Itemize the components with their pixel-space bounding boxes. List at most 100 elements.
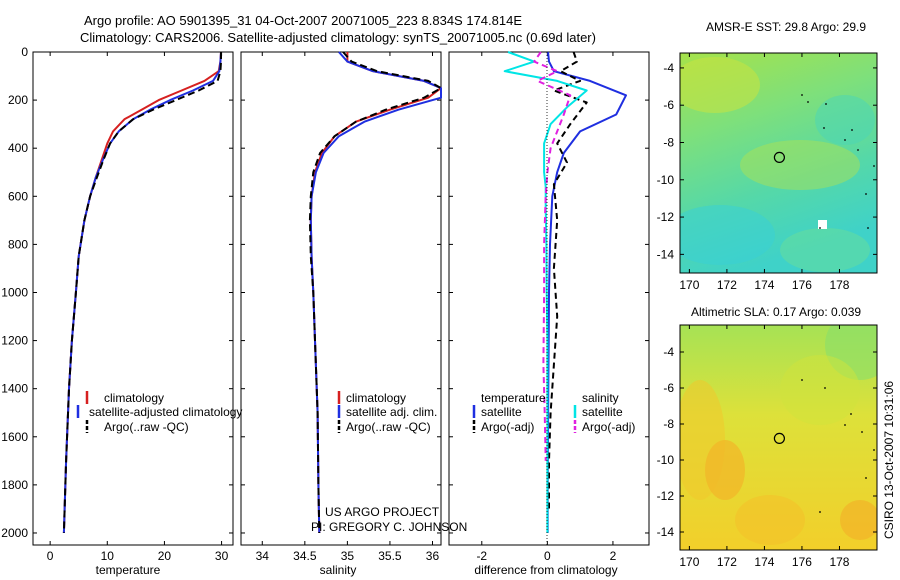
sst-islands [801,94,875,229]
map-y-tick-label: -10 [657,173,675,187]
sst-missing-data-cell [818,220,827,229]
map-y-tick-label: -12 [657,210,675,224]
x-tick-label: 20 [158,549,172,563]
sst-cool-patch [815,95,875,145]
y-tick-label: 400 [8,141,28,155]
series-line-argo [308,51,442,534]
y-tick-label: 200 [8,93,28,107]
legend-label-climatology: climatology [346,391,406,405]
x-tick-label: 35.5 [378,549,402,563]
temperature-panel-frame [32,51,234,546]
credit-pi: PI: GREGORY C. JOHNSON [311,520,467,534]
series-line-temperature-argo [548,51,588,509]
temperature-lines [62,51,222,534]
y-tick-label: 800 [8,237,28,251]
map-x-tick-label: 172 [717,555,737,569]
map-y-tick-label: -6 [663,98,674,112]
y-tick-label: 1600 [1,430,28,444]
difference-legend: temperature salinity satellite Argo(-adj… [472,391,635,434]
temperature-axes: 0 200 400 600 800 1000 1200 1400 1600 1800 2000 0 10… [1,45,233,563]
series-line-satellite [62,51,222,534]
sst-cool-patch [680,205,775,265]
x-tick-label: 36 [426,549,440,563]
x-tick-label: 0 [47,549,54,563]
salinity-lines [308,51,442,534]
map-x-tick-label: 178 [829,555,849,569]
sst-map-title: AMSR-E SST: 29.8 Argo: 29.9 [706,20,866,34]
sst-argo-location-marker [773,151,786,163]
x-tick-label: 0 [544,549,551,563]
y-tick-label: 1000 [1,285,28,299]
sst-warm-patch [680,57,760,113]
sla-map-frame [679,324,878,551]
x-tick-label: 35 [341,549,355,563]
series-line-climatology [62,51,222,534]
x-tick-label: 10 [101,549,115,563]
legend-label-sal-argo: Argo(-adj) [582,420,635,434]
sla-argo-location-marker [773,432,786,444]
map-y-tick-label: -4 [663,61,674,75]
sst-warm-patch [740,140,860,190]
credit-project: US ARGO PROJECT [325,505,440,519]
temperature-xlabel: temperature [96,563,161,577]
legend-label-temp-argo: Argo(-adj) [481,420,534,434]
x-tick-label: 34.5 [293,549,317,563]
legend-header-salinity: salinity [582,391,619,405]
series-line-salinity-satellite [503,51,588,533]
difference-xlabel: difference from climatology [474,563,617,577]
sst-patch [780,228,870,272]
map-x-tick-label: 178 [829,278,849,292]
sst-map-frame [679,52,878,274]
difference-lines [503,51,627,533]
map-y-tick-label: -4 [663,345,674,359]
map-x-tick-label: 176 [792,555,812,569]
y-tick-label: 1200 [1,334,28,348]
map-y-tick-label: -10 [657,453,675,467]
sla-islands [801,379,875,513]
figure-title-line2: Climatology: CARS2006. Satellite-adjuste… [80,30,596,45]
y-tick-label: 2000 [1,526,28,540]
series-line-argo [62,52,222,534]
salinity-xlabel: salinity [320,563,357,577]
sst-heatmap [680,53,877,273]
map-y-tick-label: -12 [657,489,675,503]
sst-map-axes: -4 -6 -8 -10 -12 -14 170 172 174 176 178 [657,53,877,292]
map-y-tick-label: -14 [657,525,675,539]
y-tick-label: 1400 [1,382,28,396]
sla-high-patch [735,495,805,545]
legend-label-sal-satellite: satellite [582,405,623,419]
sla-high-patch [840,500,877,540]
salinity-axes: 34 34.5 35 35.5 36 [241,51,441,563]
temperature-legend: climatology satellite-adjusted climatolo… [76,391,242,434]
legend-label-climatology: climatology [104,391,164,405]
y-tick-label: 600 [8,189,28,203]
x-tick-label: 2 [610,549,617,563]
series-line-satellite [309,51,442,534]
map-x-tick-label: 174 [754,555,774,569]
difference-axes: -2 0 2 [449,51,649,563]
map-x-tick-label: 172 [717,278,737,292]
y-tick-label: 0 [21,45,28,59]
x-tick-label: -2 [476,549,487,563]
map-x-tick-label: 170 [679,555,699,569]
map-y-tick-label: -14 [657,247,675,261]
y-tick-label: 1800 [1,478,28,492]
map-x-tick-label: 176 [792,278,812,292]
x-tick-label: 30 [215,549,229,563]
figure-title-line1: Argo profile: AO 5901395_31 04-Oct-2007 … [84,13,522,28]
sla-patch [780,355,860,425]
map-y-tick-label: -8 [663,135,674,149]
legend-label-temp-satellite: satellite [481,405,522,419]
sla-map-axes: -4 -6 -8 -10 -12 -14 170 172 174 176 178 [657,325,877,569]
legend-label-satellite: satellite-adjusted climatology [89,405,242,419]
salinity-panel-frame [240,51,442,546]
legend-label-argo: Argo(..raw -QC) [346,420,431,434]
sla-high-patch [705,440,745,500]
map-x-tick-label: 174 [754,278,774,292]
legend-header-temperature: temperature [481,391,546,405]
timestamp-stamp: CSIRO 13-Oct-2007 10:31:06 [882,381,896,539]
series-line-salinity-argo [533,51,572,461]
map-y-tick-label: -6 [663,381,674,395]
series-line-climatology [309,52,442,534]
